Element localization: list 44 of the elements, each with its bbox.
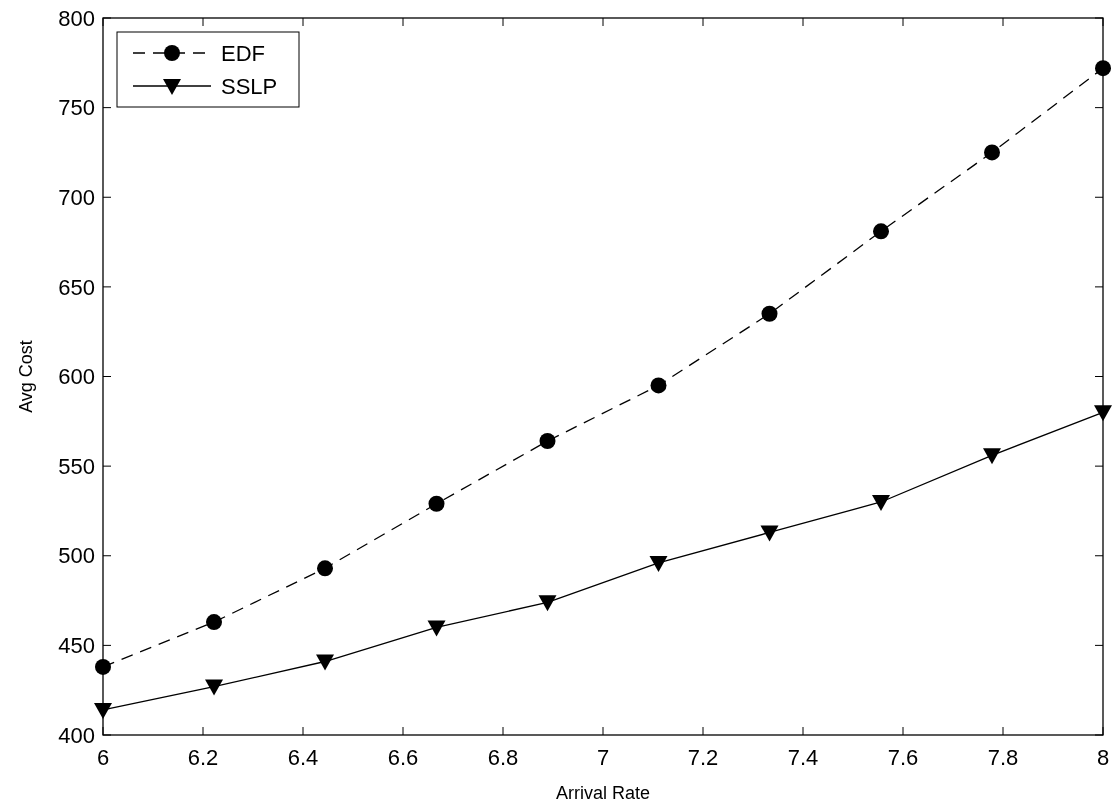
x-tick-label: 6: [96, 745, 110, 770]
x-tick-label: 8: [1096, 745, 1110, 770]
x-tick-label: 6.2: [187, 745, 219, 770]
point: [984, 144, 1000, 161]
point: [428, 495, 445, 512]
y-tick-label: 800: [58, 5, 95, 31]
point: [205, 679, 223, 696]
x-tick-label: 7.4: [787, 745, 819, 770]
x-axis-title: Arrival Rate: [555, 783, 651, 803]
y-tick-label: 450: [58, 633, 95, 659]
x-tick-label: 6.4: [287, 745, 319, 770]
point: [316, 654, 334, 671]
point: [760, 525, 779, 542]
y-tick-label: 700: [58, 184, 95, 210]
y-tick-label: 550: [58, 453, 95, 479]
x-tick-label: 7.8: [987, 745, 1019, 770]
point: [649, 555, 668, 572]
point: [650, 377, 667, 394]
x-tick-label: 7.2: [687, 745, 719, 770]
legend-label: EDF: [221, 40, 265, 66]
y-tick-label: 600: [58, 364, 95, 390]
y-tick-label: 650: [58, 274, 95, 300]
y-tick-label: 500: [58, 543, 95, 569]
point: [95, 658, 111, 675]
y-tick-label: 400: [58, 722, 95, 748]
point: [761, 305, 778, 322]
point: [1094, 405, 1112, 422]
x-tick-label: 6.6: [387, 745, 419, 770]
legend-label: SSLP: [221, 73, 278, 99]
y-axis-title: Avg Cost: [16, 340, 36, 413]
point: [873, 223, 889, 240]
x-tick-label: 7: [596, 745, 610, 770]
point: [427, 620, 446, 637]
point: [872, 494, 890, 511]
point: [1095, 60, 1111, 77]
point: [317, 560, 333, 577]
point: [206, 614, 222, 631]
point: [539, 433, 556, 450]
x-tick-label: 6.8: [487, 745, 519, 770]
x-tick-label: 7.6: [887, 745, 919, 770]
point: [983, 448, 1001, 465]
point: [538, 595, 557, 612]
point: [94, 702, 112, 719]
y-tick-label: 750: [58, 95, 95, 121]
